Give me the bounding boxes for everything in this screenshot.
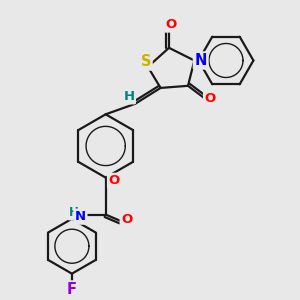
Text: H: H bbox=[69, 206, 79, 219]
Text: H: H bbox=[123, 90, 134, 103]
Text: N: N bbox=[75, 210, 86, 223]
Text: N: N bbox=[194, 53, 207, 68]
Text: F: F bbox=[67, 282, 77, 297]
Text: O: O bbox=[109, 174, 120, 187]
Text: O: O bbox=[205, 92, 216, 105]
Text: O: O bbox=[166, 18, 177, 31]
Text: S: S bbox=[140, 54, 151, 69]
Text: O: O bbox=[121, 213, 132, 226]
